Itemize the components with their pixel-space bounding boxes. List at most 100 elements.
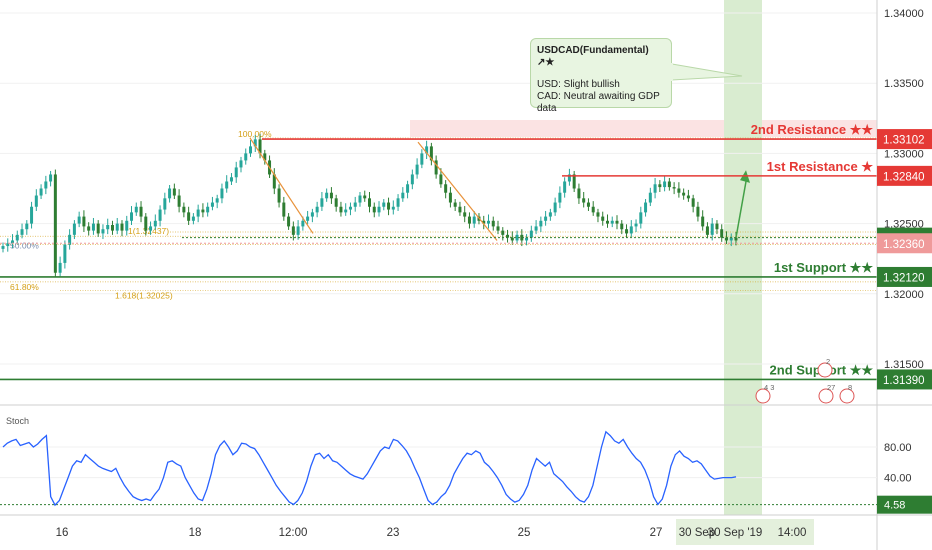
candle-body xyxy=(601,216,605,221)
candle-body xyxy=(486,220,490,224)
candle-body xyxy=(6,243,10,247)
level-price-label: 1.32360 xyxy=(883,239,925,251)
candle-body xyxy=(415,164,419,175)
candle-body xyxy=(420,153,424,165)
candle-body xyxy=(263,153,267,161)
candle-body xyxy=(577,188,581,199)
event-count-label: 2 xyxy=(826,357,830,366)
candle-body xyxy=(501,230,505,235)
candle-body xyxy=(325,192,329,199)
candle-body xyxy=(68,234,72,245)
candle-body xyxy=(586,202,590,207)
candle-body xyxy=(158,209,162,221)
trend-line-2 xyxy=(417,141,498,241)
candle-body xyxy=(91,223,95,231)
candle-body xyxy=(206,206,210,213)
candle-body xyxy=(482,220,486,224)
level-price-label: 1.33102 xyxy=(883,135,925,147)
candle-body xyxy=(729,237,733,241)
candle-body xyxy=(658,184,662,188)
candle-body xyxy=(310,212,314,217)
candle-body xyxy=(572,174,576,189)
candle-body xyxy=(615,220,619,224)
candle-body xyxy=(401,192,405,199)
stoch-tick-label: 4.58 xyxy=(884,500,905,512)
candle-body xyxy=(225,181,229,189)
candle-body xyxy=(463,212,467,217)
candle-body xyxy=(491,220,495,227)
level-price-badge xyxy=(877,369,932,390)
candle-body xyxy=(20,229,24,235)
candle-body xyxy=(282,202,286,217)
candle-body xyxy=(591,206,595,213)
candle-body xyxy=(149,226,153,231)
event-count-label: 27 xyxy=(827,383,835,392)
level-price-badge xyxy=(877,233,932,254)
candle-body xyxy=(625,229,629,234)
candle-body xyxy=(629,226,633,234)
candle-body xyxy=(701,216,705,227)
candle-body xyxy=(106,225,110,230)
price-tick-label: 1.32500 xyxy=(884,219,924,231)
candle-body xyxy=(382,202,386,207)
price-axis[interactable]: 1.34000 1.33500 1.33000 1.32500 1.32000 1.315… xyxy=(877,8,932,514)
candle-body xyxy=(724,237,728,241)
candle-body xyxy=(639,212,643,224)
calendar-event-icon[interactable] xyxy=(818,388,834,404)
candle-body xyxy=(153,220,157,227)
time-tick-label: 12:00 xyxy=(279,527,308,539)
candle-body xyxy=(544,216,548,221)
candle-body xyxy=(372,206,376,213)
candle-body xyxy=(358,195,362,203)
candle-body xyxy=(39,188,43,196)
candle-body xyxy=(30,206,34,224)
candle-body xyxy=(220,188,224,199)
calendar-event-icon[interactable] xyxy=(755,388,771,404)
candle-body xyxy=(301,220,305,227)
candle-body xyxy=(339,206,343,213)
candle-body xyxy=(49,174,53,182)
candle-body xyxy=(710,223,714,235)
candle-body xyxy=(296,226,300,235)
candle-body xyxy=(368,198,371,207)
time-tick-label: 27 xyxy=(650,527,663,539)
candle-body xyxy=(291,226,295,235)
trend-line-1 xyxy=(249,137,314,234)
candle-body xyxy=(558,192,562,203)
candle-body xyxy=(134,206,138,213)
time-tick-label: 18 xyxy=(189,527,202,539)
candle-body xyxy=(172,188,176,196)
candle-body xyxy=(353,202,357,207)
candle-body xyxy=(396,198,400,207)
candle-body xyxy=(215,198,219,203)
candle-body xyxy=(34,195,38,207)
candle-body xyxy=(596,212,600,217)
candle-body xyxy=(653,184,657,193)
candle-body xyxy=(691,198,695,207)
time-cursor-label: 30 Sep xyxy=(679,527,715,539)
calendar-event-icon[interactable] xyxy=(817,362,833,378)
candle-body xyxy=(534,226,538,231)
calendar-event-icon[interactable] xyxy=(839,388,855,404)
candle-body xyxy=(87,226,91,231)
candle-body xyxy=(253,139,257,147)
candle-body xyxy=(334,198,338,207)
candle-body xyxy=(539,220,543,227)
note-title: USDCAD(Fundamental) ↗★ xyxy=(537,45,649,68)
note-cad: CAD: Neutral awaiting GDP xyxy=(537,91,660,102)
price-tick-label: 1.33000 xyxy=(884,148,924,160)
candle-body xyxy=(391,206,395,210)
candle-body xyxy=(434,160,438,175)
level-price-label: 1.32840 xyxy=(883,171,925,183)
candle-body xyxy=(515,234,519,241)
candle-body xyxy=(377,206,381,213)
event-icons[interactable]: 4 3 2 27 8 xyxy=(755,357,855,404)
time-tick-label: 16 xyxy=(56,527,69,539)
level-name-label: 2nd Resistance ★★ xyxy=(751,122,874,137)
candle-body xyxy=(715,223,719,230)
note-cad-cont: data xyxy=(537,103,557,114)
stoch-pane: Stoch xyxy=(0,416,877,507)
candle-body xyxy=(101,229,105,234)
